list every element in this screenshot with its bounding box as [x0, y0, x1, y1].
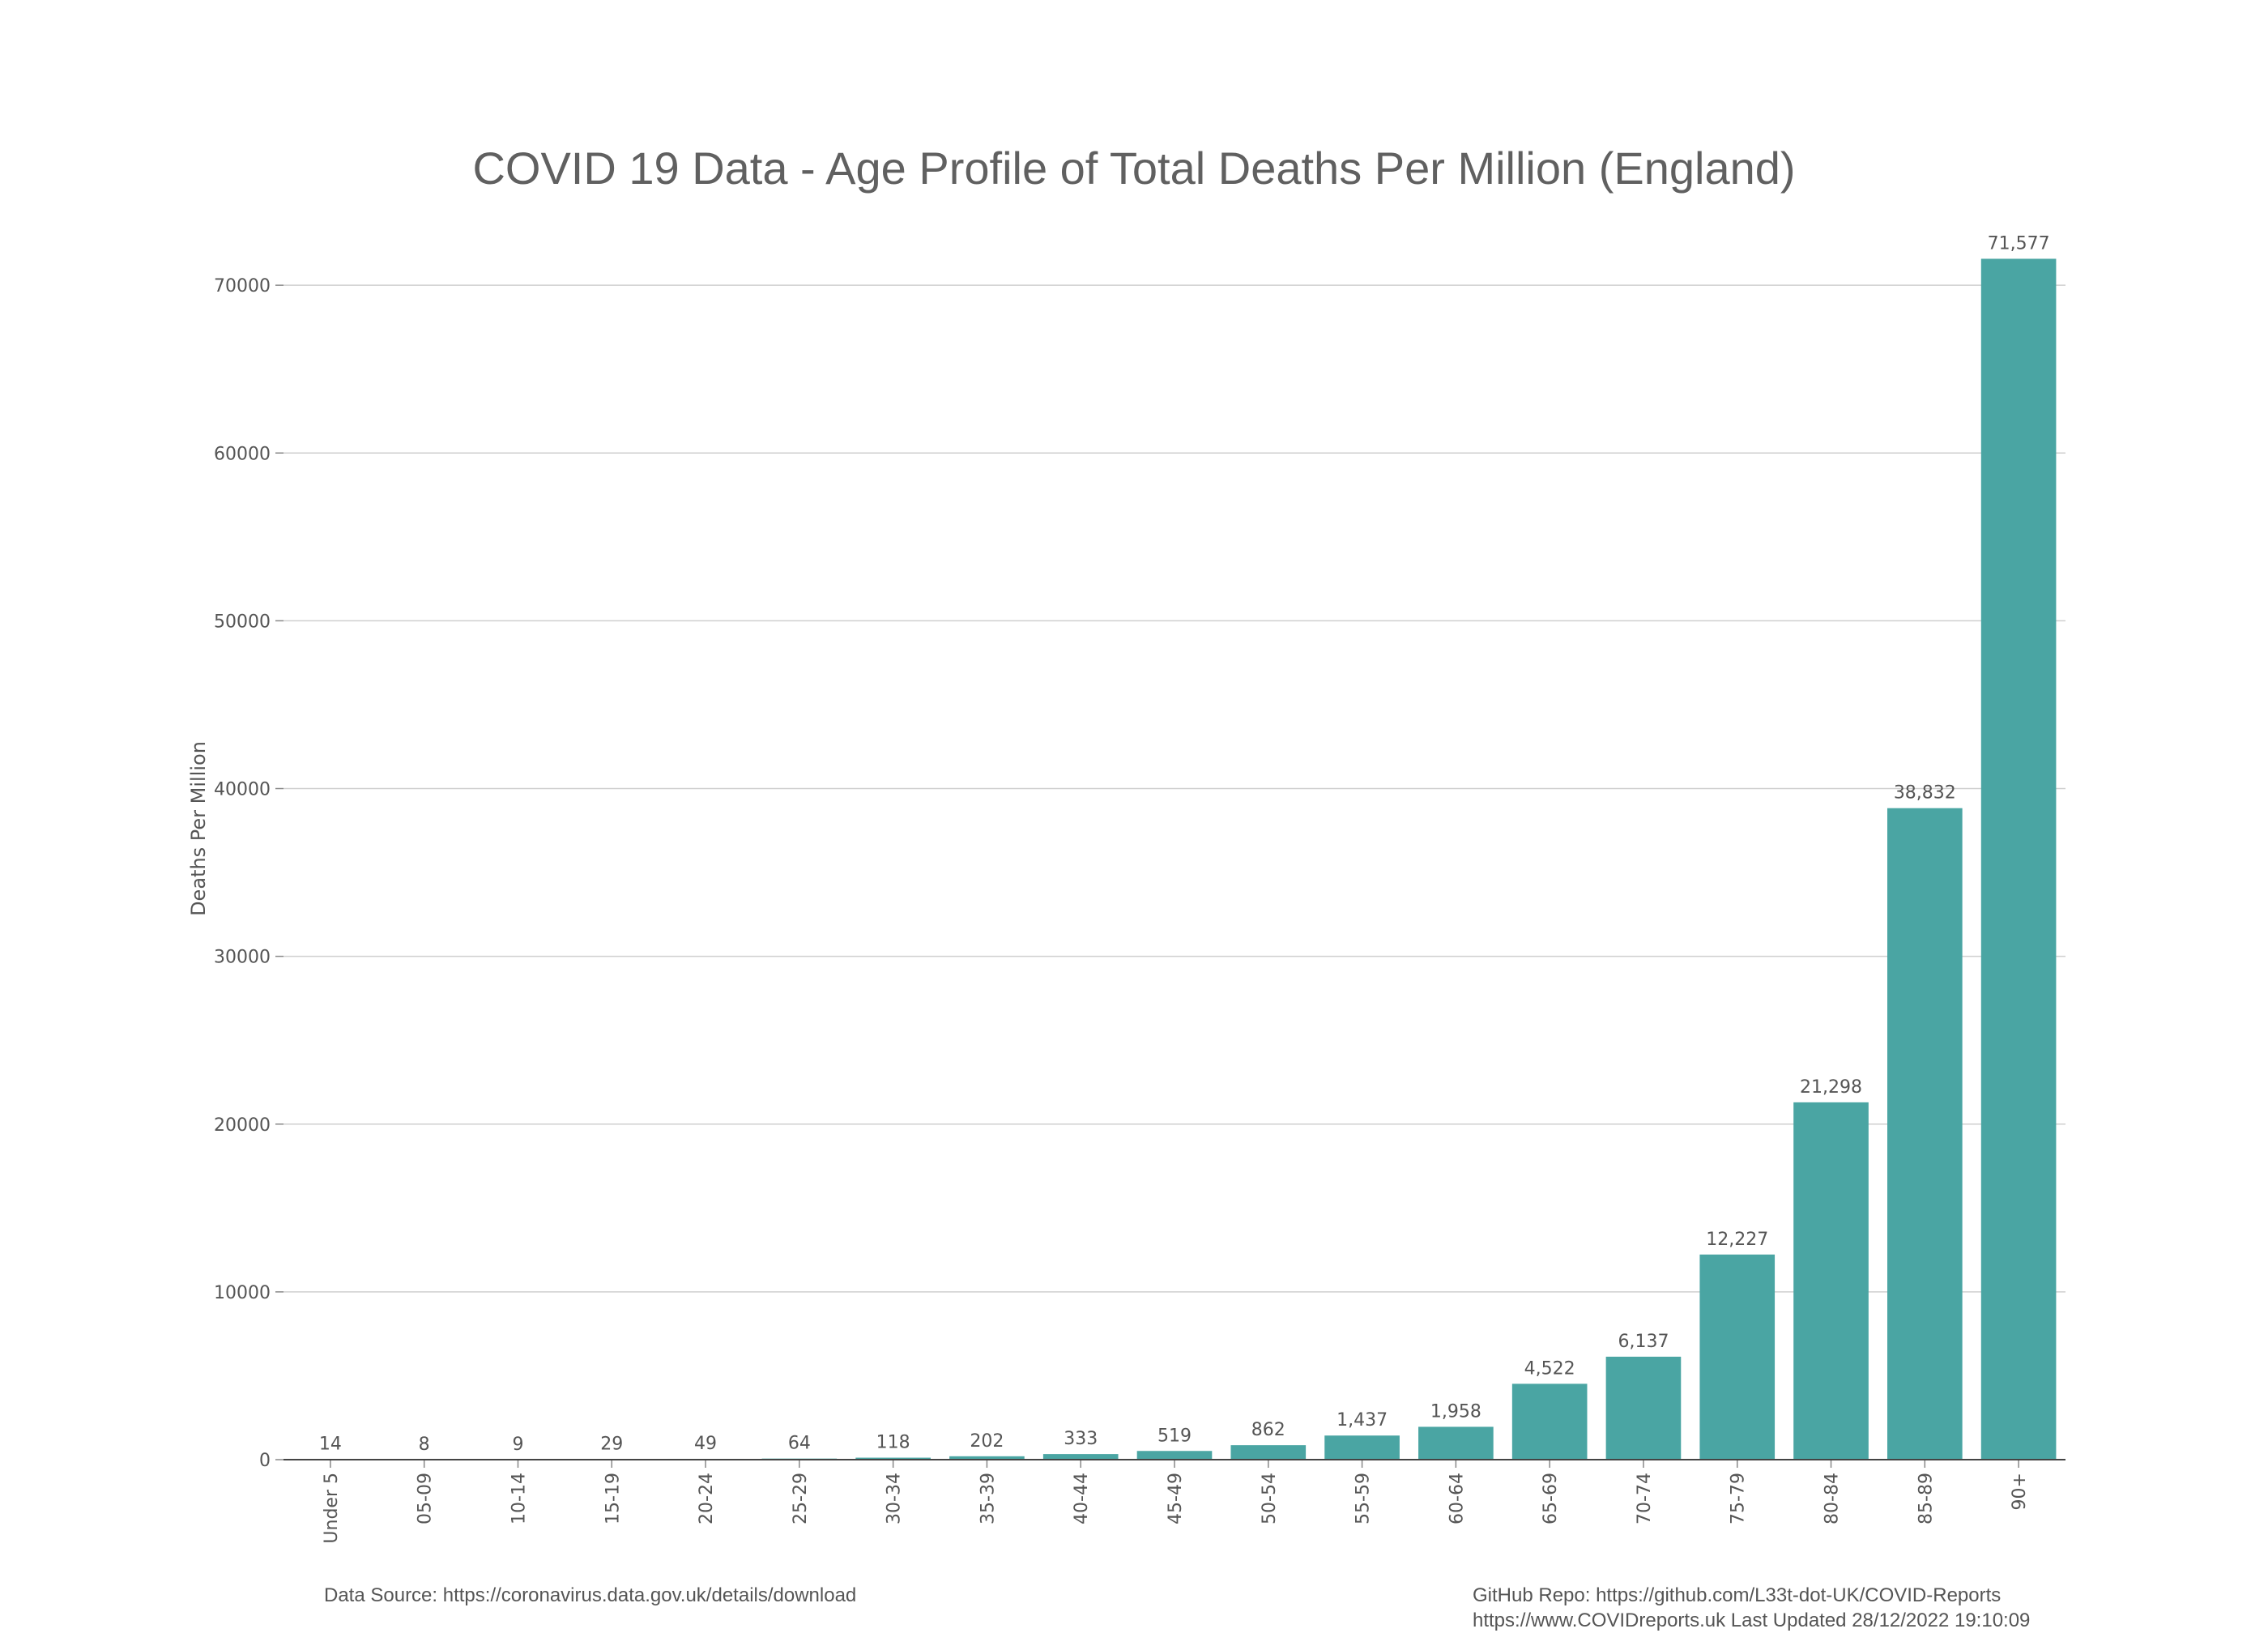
bar-75-79: [1699, 1254, 1776, 1460]
data-label: 6,137: [1618, 1332, 1669, 1352]
bar-45-49: [1136, 1451, 1213, 1460]
bar-30-34: [855, 1457, 931, 1460]
x-tick-label: 05-09: [416, 1473, 436, 1524]
bar-40-44: [1042, 1454, 1119, 1460]
y-axis-title: Deaths Per Million: [187, 741, 210, 916]
chart-title: COVID 19 Data - Age Profile of Total Dea…: [472, 143, 1796, 194]
bar-90+: [1980, 258, 2057, 1460]
x-tick-label: 85-89: [1916, 1473, 1936, 1524]
x-tick-label: 15-19: [603, 1473, 623, 1524]
axes: 0 10000 20000 30000 40000 50000 60000 70000 Unde…: [214, 276, 2066, 1544]
data-label: 38,832: [1894, 783, 1956, 804]
x-tick-label: 75-79: [1729, 1473, 1749, 1524]
data-label: 118: [876, 1433, 910, 1453]
data-label: 14: [319, 1435, 342, 1455]
footer-site-updated: https://www.COVIDreports.uk Last Updated…: [1473, 1610, 2031, 1631]
bar-70-74: [1605, 1356, 1682, 1460]
y-tick-label: 50000: [214, 612, 271, 632]
x-tick-label: 20-24: [697, 1473, 717, 1524]
bar-50-54: [1230, 1445, 1307, 1460]
bar-85-89: [1887, 808, 1963, 1460]
x-tick-label: 25-29: [791, 1473, 811, 1524]
footer-data-source: Data Source: https://coronavirus.data.go…: [324, 1584, 857, 1606]
data-label: 519: [1157, 1426, 1192, 1446]
y-tick-label: 40000: [214, 780, 271, 800]
data-label: 202: [970, 1431, 1004, 1452]
x-tick-label: 45-49: [1166, 1473, 1186, 1524]
data-labels: 14 8 9 29 49 64 118 202 333 519 862 1,437 1,958 4,522…: [319, 233, 2050, 1454]
data-label: 1,958: [1430, 1401, 1481, 1422]
data-label: 333: [1064, 1429, 1098, 1449]
y-tick-label: 60000: [214, 444, 271, 464]
data-label: 49: [694, 1434, 717, 1454]
data-label: 21,298: [1800, 1077, 1862, 1098]
y-tick-label: 20000: [214, 1115, 271, 1136]
x-tick-label: 55-59: [1354, 1473, 1374, 1524]
bars: [292, 258, 2057, 1460]
y-tick-label: 70000: [214, 276, 271, 296]
x-tick-label: 65-69: [1541, 1473, 1561, 1524]
x-tick-label: 40-44: [1072, 1473, 1092, 1524]
bar-80-84: [1793, 1102, 1869, 1460]
bar-35-39: [949, 1456, 1025, 1460]
y-tick-label: 30000: [214, 948, 271, 968]
data-label: 4,522: [1524, 1358, 1575, 1379]
x-tick-label: Under 5: [322, 1473, 342, 1544]
data-label: 9: [512, 1435, 523, 1455]
y-tick-label: 0: [259, 1451, 271, 1471]
x-tick-label: 80-84: [1823, 1473, 1843, 1524]
x-tick-label: 30-34: [885, 1473, 905, 1524]
x-tick-label: 60-64: [1447, 1473, 1467, 1524]
x-tick-label: 35-39: [978, 1473, 998, 1524]
x-tick-label: 90+: [2010, 1473, 2030, 1510]
data-label: 8: [419, 1435, 430, 1455]
y-tick-label: 10000: [214, 1283, 271, 1303]
bar-55-59: [1324, 1435, 1400, 1460]
gridlines: [284, 284, 2066, 1293]
data-label: 862: [1251, 1420, 1285, 1440]
data-label: 71,577: [1988, 233, 2050, 254]
footer-github-repo: GitHub Repo: https://github.com/L33t-dot…: [1473, 1584, 2002, 1606]
data-label: 29: [600, 1434, 623, 1454]
data-label: 1,437: [1336, 1410, 1388, 1430]
bar-65-69: [1511, 1384, 1588, 1460]
bar-60-64: [1418, 1426, 1494, 1460]
x-tick-label: 70-74: [1635, 1473, 1655, 1524]
x-tick-label: 10-14: [509, 1473, 529, 1524]
data-label: 64: [788, 1434, 811, 1454]
data-label: 12,227: [1706, 1230, 1768, 1250]
x-tick-label: 50-54: [1260, 1473, 1280, 1524]
